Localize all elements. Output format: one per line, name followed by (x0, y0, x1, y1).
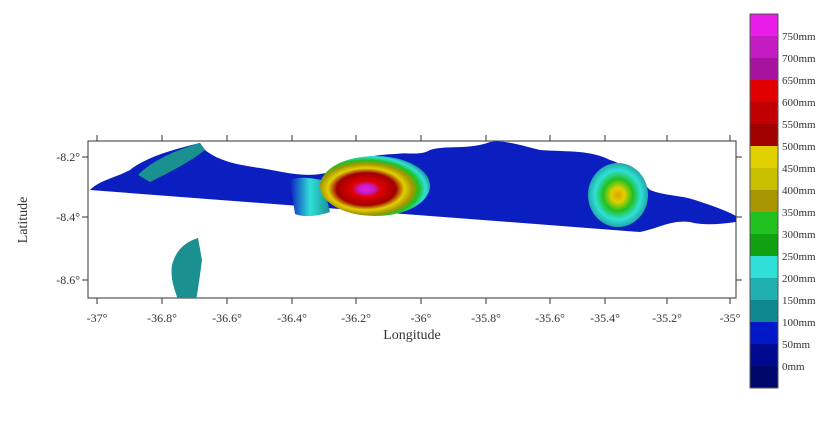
x-tick-label: -37° (87, 311, 108, 325)
legend-swatch (750, 366, 778, 388)
legend-colorbar (749, 13, 779, 389)
legend-label: 550mm (782, 119, 816, 131)
legend-swatch (750, 344, 778, 366)
legend-swatch (750, 102, 778, 124)
x-tick-label: -36.2° (341, 311, 371, 325)
legend-label: 650mm (782, 75, 816, 87)
x-tick-label: -35.6° (535, 311, 565, 325)
legend-swatch (750, 146, 778, 168)
x-axis-ticks (96, 135, 731, 304)
legend-label: 600mm (782, 97, 816, 109)
legend-swatch (750, 80, 778, 102)
legend-label: 350mm (782, 207, 816, 219)
legend-label: 700mm (782, 53, 816, 65)
legend-swatch (750, 36, 778, 58)
legend-label: 750mm (782, 31, 816, 43)
hotspot-eastern (588, 163, 648, 227)
hotspot-central (320, 156, 430, 216)
legend-label: 400mm (782, 185, 816, 197)
legend-swatch (750, 58, 778, 80)
y-axis: -8.2° -8.4° -8.6° (56, 150, 80, 287)
x-tick-label: -35.2° (652, 311, 682, 325)
x-tick-label: -36° (411, 311, 432, 325)
x-tick-label: -35.8° (471, 311, 501, 325)
legend-swatch (750, 300, 778, 322)
legend-label: 100mm (782, 317, 816, 329)
x-tick-label: -36.6° (212, 311, 242, 325)
legend-swatch (750, 256, 778, 278)
legend-label: 450mm (782, 163, 816, 175)
basin-western-cyan-zone (138, 143, 205, 182)
legend-swatch (750, 322, 778, 344)
legend-labels: 750mm 700mm 650mm 600mm 550mm 500mm 450mm 400mm… (782, 31, 816, 373)
x-axis-label: Longitude (383, 328, 441, 343)
y-tick-label: -8.4° (56, 210, 80, 224)
x-tick-label: -35.4° (590, 311, 620, 325)
legend-swatch (750, 278, 778, 300)
legend-swatch (750, 190, 778, 212)
y-axis-ticks (82, 156, 742, 281)
legend-label: 50mm (782, 339, 811, 351)
legend-swatch (750, 14, 778, 36)
y-tick-label: -8.6° (56, 273, 80, 287)
y-tick-label: -8.2° (56, 150, 80, 164)
legend-frame (749, 13, 779, 389)
legend-swatch (750, 168, 778, 190)
legend-swatch (750, 124, 778, 146)
x-tick-label: -35° (720, 311, 741, 325)
legend-label: 300mm (782, 229, 816, 241)
y-axis-label: Latitude (16, 197, 31, 244)
basin-region (90, 141, 736, 298)
x-tick-label: -36.4° (277, 311, 307, 325)
basin-southern-cyan-zone (171, 238, 202, 298)
x-tick-label: -36.8° (147, 311, 177, 325)
x-axis: -37° -36.8° -36.6° -36.4° -36.2° -36° -3… (87, 311, 741, 325)
legend-label: 150mm (782, 295, 816, 307)
basin-gradient-band (290, 177, 330, 217)
legend-label: 250mm (782, 251, 816, 263)
legend-label: 0mm (782, 361, 805, 373)
legend-label: 200mm (782, 273, 816, 285)
legend-swatch (750, 212, 778, 234)
legend-swatch (750, 234, 778, 256)
legend-label: 500mm (782, 141, 816, 153)
